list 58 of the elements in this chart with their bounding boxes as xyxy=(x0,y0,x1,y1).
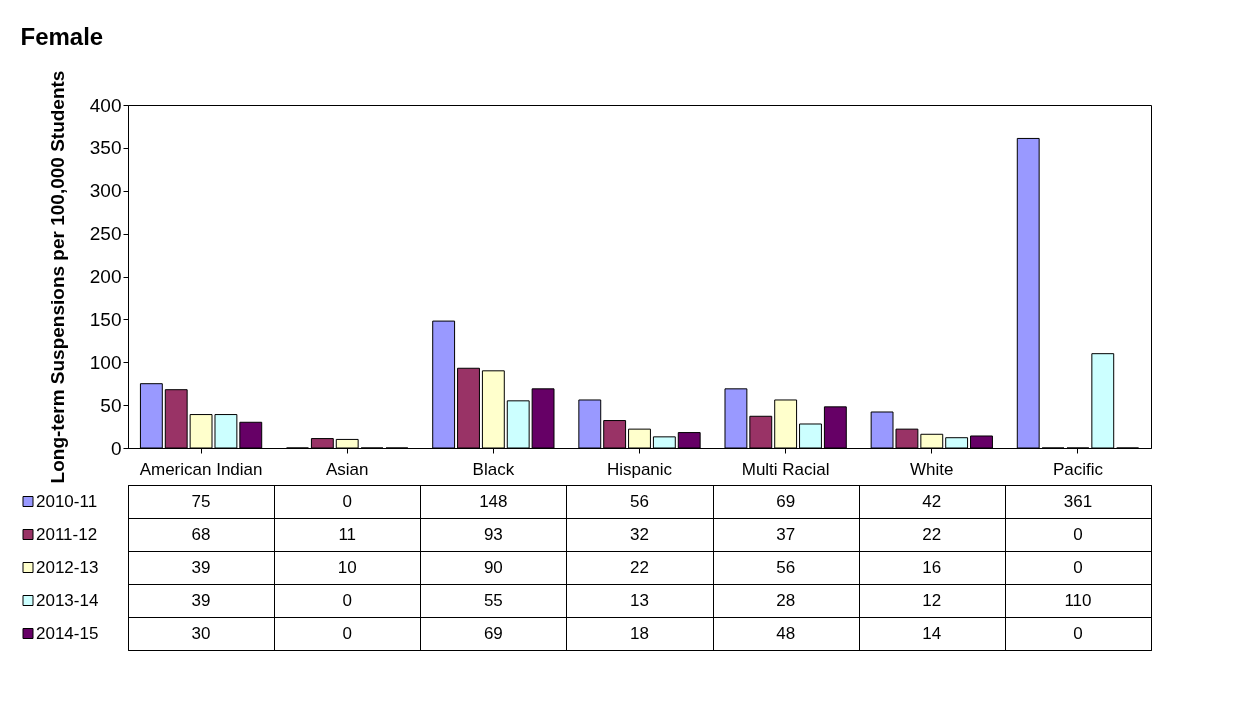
data-label: 28 xyxy=(776,590,796,610)
data-label: 12 xyxy=(922,590,942,610)
data-label: 37 xyxy=(776,524,796,544)
chart-title: Female xyxy=(20,22,104,50)
data-label: 42 xyxy=(922,491,942,511)
x-tick-label: Asian xyxy=(325,459,369,479)
y-tick-label: 100 xyxy=(89,351,122,373)
data-label: 69 xyxy=(776,491,796,511)
y-axis-title: Long-term Suspensions per 100,000 Students xyxy=(46,70,68,484)
y-tick-label: 200 xyxy=(89,266,122,287)
data-label: 11 xyxy=(338,524,357,544)
x-tick-label: Hispanic xyxy=(606,459,673,479)
y-tick-label: 300 xyxy=(89,180,122,202)
data-label: 56 xyxy=(776,557,796,577)
data-label: 361 xyxy=(1063,491,1093,511)
data-label: 55 xyxy=(483,590,503,610)
data-label: 30 xyxy=(191,623,211,643)
data-label: 148 xyxy=(479,491,508,511)
x-tick-label: White xyxy=(910,459,954,479)
legend-label: 2013-14 xyxy=(36,590,99,610)
data-label: 75 xyxy=(191,491,211,511)
y-tick-label: 350 xyxy=(89,137,122,159)
x-tick-label: American Indian xyxy=(139,459,263,479)
data-label: 69 xyxy=(483,623,503,643)
y-tick-label: 400 xyxy=(89,94,122,116)
data-label: 10 xyxy=(337,557,357,577)
data-label: 0 xyxy=(1073,557,1083,577)
data-label: 0 xyxy=(342,590,352,610)
data-label: 0 xyxy=(342,491,352,511)
x-tick-label: Black xyxy=(472,459,515,479)
data-label: 0 xyxy=(1073,623,1083,643)
y-tick-label: 250 xyxy=(89,223,122,245)
data-label: 13 xyxy=(630,590,649,610)
legend-label: 2014-15 xyxy=(36,623,99,643)
y-tick-label: 150 xyxy=(89,308,122,330)
legend-label: 2012-13 xyxy=(36,557,99,577)
data-label: 0 xyxy=(342,623,352,643)
data-label: 0 xyxy=(1073,524,1083,544)
data-label: 39 xyxy=(191,590,211,610)
data-label: 68 xyxy=(191,524,211,544)
data-label: 90 xyxy=(483,557,503,577)
data-label: 93 xyxy=(483,524,503,544)
x-tick-label: Pacific xyxy=(1052,459,1104,479)
data-label: 22 xyxy=(922,524,942,544)
data-label: 32 xyxy=(630,524,649,544)
data-label: 18 xyxy=(630,623,649,643)
data-label: 48 xyxy=(776,623,796,643)
data-label: 39 xyxy=(191,557,211,577)
legend-label: 2010-11 xyxy=(36,491,98,511)
data-label: 22 xyxy=(630,557,649,577)
x-tick-label: Multi Racial xyxy=(741,459,830,479)
legend-label: 2011-12 xyxy=(36,524,98,544)
data-label: 14 xyxy=(922,623,942,643)
data-label: 16 xyxy=(922,557,942,577)
y-tick-label: 0 xyxy=(110,437,122,459)
data-label: 56 xyxy=(630,491,649,511)
y-tick-label: 50 xyxy=(100,394,122,416)
data-label: 110 xyxy=(1064,590,1092,610)
